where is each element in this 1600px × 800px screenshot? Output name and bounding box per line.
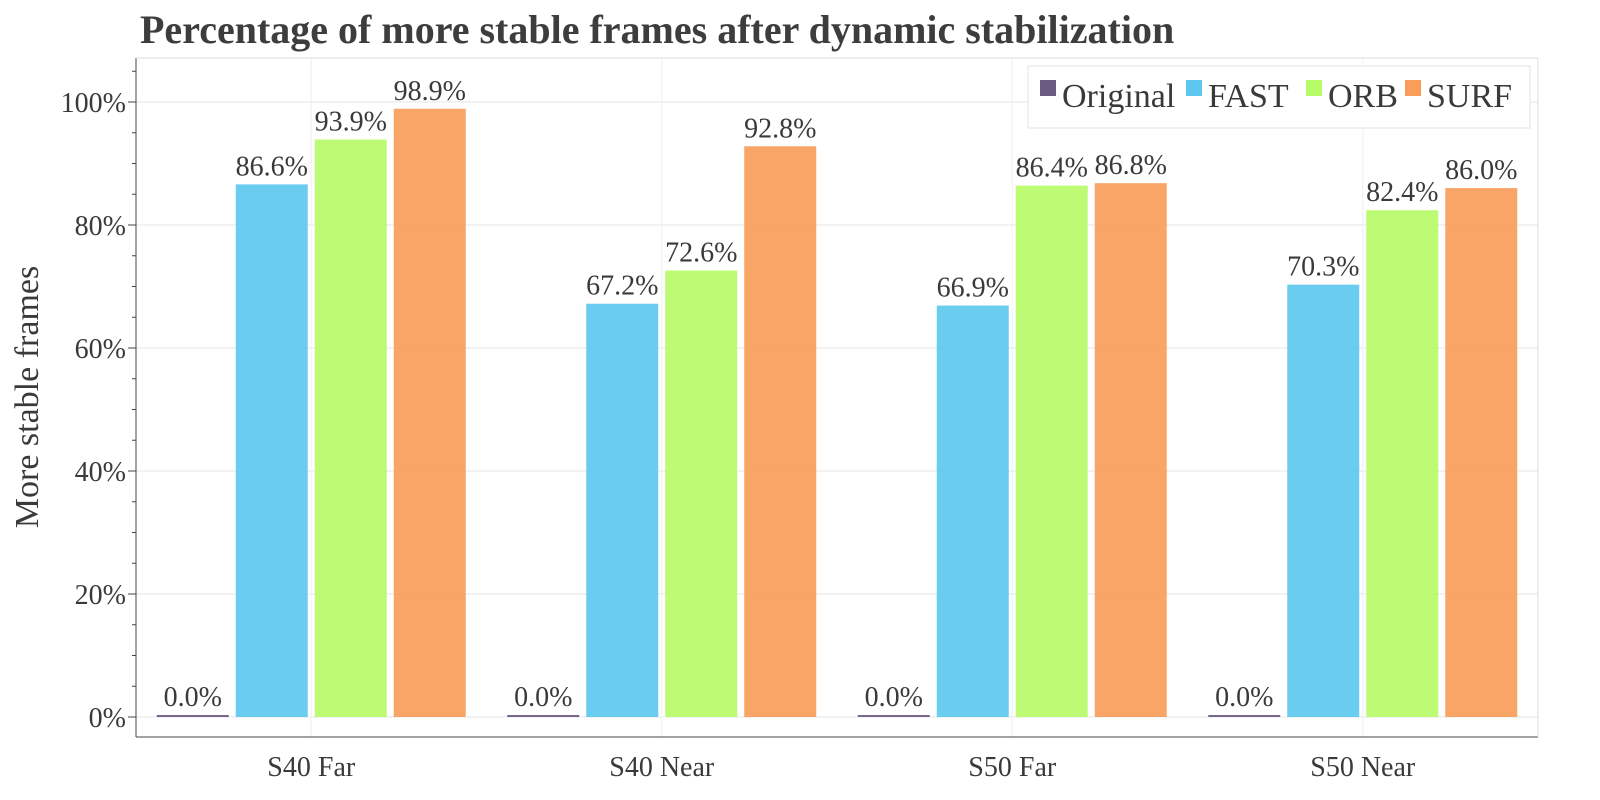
- bar-orb-3: [1366, 210, 1439, 718]
- data-label: 72.6%: [665, 238, 737, 269]
- legend: Original FAST ORB SURF: [1027, 65, 1531, 129]
- y-tick-label: 80%: [75, 211, 126, 242]
- data-label: 0.0%: [1215, 682, 1273, 713]
- y-tick-label: 20%: [75, 580, 126, 611]
- data-label: 70.3%: [1287, 252, 1359, 283]
- x-tick-label: S40 Near: [609, 752, 715, 783]
- data-labels: 0.0% 86.6%93.9%98.9% 0.0% 67.2%72.6% 92.8% 0.…: [164, 76, 1518, 713]
- bar-original-0: [156, 715, 229, 717]
- legend-label: ORB: [1328, 78, 1398, 115]
- data-label: 0.0%: [164, 682, 222, 713]
- bar-surf-3: [1445, 188, 1518, 718]
- data-label: 82.4%: [1366, 177, 1438, 208]
- y-tick-label: 40%: [75, 457, 126, 488]
- x-tick-label: S40 Far: [267, 752, 356, 783]
- data-label: 0.0%: [514, 682, 572, 713]
- bar-surf-1: [744, 146, 817, 717]
- bar-original-2: [857, 715, 930, 717]
- bar-surf-2: [1094, 183, 1167, 717]
- data-label: 86.8%: [1095, 150, 1167, 181]
- bars: [156, 108, 1518, 718]
- data-label: 66.9%: [937, 273, 1009, 304]
- bar-fast-0: [235, 184, 308, 717]
- y-axis-title: More stable frames: [9, 266, 46, 528]
- bar-orb-1: [665, 270, 738, 717]
- data-label: 92.8%: [744, 113, 816, 144]
- bar-orb-0: [314, 139, 387, 717]
- data-label: 98.9%: [394, 76, 466, 107]
- legend-label: SURF: [1427, 78, 1512, 115]
- data-label: 67.2%: [586, 271, 658, 302]
- data-label: 86.4%: [1016, 153, 1088, 184]
- legend-label: FAST: [1208, 78, 1289, 115]
- data-label: 93.9%: [315, 107, 387, 138]
- bar-surf-0: [393, 108, 466, 717]
- legend-box: [1027, 65, 1531, 129]
- bar-fast-2: [936, 305, 1009, 717]
- bar-original-1: [507, 715, 580, 717]
- legend-swatch-surf: [1405, 80, 1421, 96]
- y-tick-label: 60%: [75, 334, 126, 365]
- axes: S40 Far S40 Near S50 Far S50 Near 0% 20% 40% 60…: [9, 57, 1539, 783]
- legend-label: Original: [1062, 78, 1175, 115]
- y-tick-label: 100%: [61, 88, 126, 119]
- data-label: 0.0%: [865, 682, 923, 713]
- data-label: 86.0%: [1445, 155, 1517, 186]
- y-tick-label: 0%: [89, 703, 126, 734]
- bar-fast-3: [1287, 284, 1360, 717]
- bar-orb-2: [1015, 185, 1088, 717]
- x-tick-label: S50 Far: [968, 752, 1057, 783]
- chart-title: Percentage of more stable frames after d…: [140, 7, 1175, 52]
- legend-swatch-original: [1040, 80, 1056, 96]
- x-tick-label: S50 Near: [1310, 752, 1416, 783]
- legend-swatch-orb: [1306, 80, 1322, 96]
- bar-fast-1: [586, 303, 659, 717]
- data-label: 86.6%: [236, 151, 308, 182]
- bar-original-3: [1208, 715, 1281, 717]
- legend-swatch-fast: [1186, 80, 1202, 96]
